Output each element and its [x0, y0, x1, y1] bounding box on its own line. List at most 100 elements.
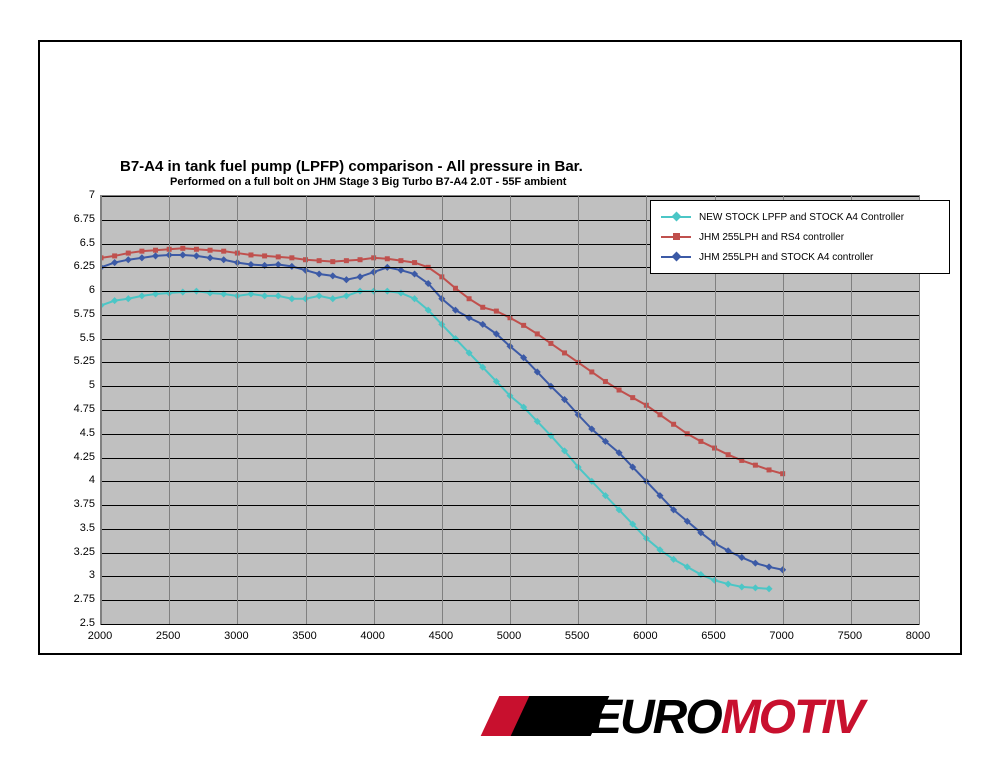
series-marker: [111, 297, 118, 304]
series-marker: [248, 252, 253, 257]
gridline-v: [510, 196, 511, 624]
gridline-v: [646, 196, 647, 624]
series-marker: [767, 467, 772, 472]
y-tick-label: 6.25: [55, 260, 95, 272]
y-tick-label: 4: [55, 474, 95, 486]
series-line: [101, 291, 769, 589]
x-tick-label: 6500: [701, 630, 725, 642]
legend-item-0: NEW STOCK LPFP and STOCK A4 Controller: [661, 207, 939, 227]
y-tick-label: 6.5: [55, 237, 95, 249]
series-marker: [521, 323, 526, 328]
series-marker: [343, 292, 350, 299]
series-marker: [671, 422, 676, 427]
series-marker: [317, 258, 322, 263]
chart-subtitle: Performed on a full bolt on JHM Stage 3 …: [170, 176, 566, 188]
series-marker: [398, 258, 403, 263]
series-marker: [467, 296, 472, 301]
series-marker: [630, 395, 635, 400]
series-marker: [126, 251, 131, 256]
chart-title: B7-A4 in tank fuel pump (LPFP) compariso…: [120, 158, 583, 175]
series-marker: [453, 286, 458, 291]
series-marker: [343, 276, 350, 283]
series-marker: [739, 458, 744, 463]
y-tick-label: 3.75: [55, 498, 95, 510]
gridline-v: [578, 196, 579, 624]
series-marker: [726, 452, 731, 457]
y-tick-label: 4.5: [55, 427, 95, 439]
legend-label-0: NEW STOCK LPFP and STOCK A4 Controller: [699, 212, 904, 223]
legend-label-1: JHM 255LPH and RS4 controller: [699, 232, 844, 243]
series-marker: [329, 295, 336, 302]
y-tick-label: 2.75: [55, 593, 95, 605]
x-tick-label: 3500: [292, 630, 316, 642]
series-marker: [152, 252, 159, 259]
series-marker: [725, 581, 732, 588]
y-tick-label: 4.75: [55, 403, 95, 415]
series-marker: [765, 585, 772, 592]
legend-item-1: JHM 255LPH and RS4 controller: [661, 227, 939, 247]
logo: EUROMOTIV: [490, 690, 970, 745]
logo-text-black: EURO: [590, 691, 721, 744]
y-tick-label: 3: [55, 569, 95, 581]
logo-text: EUROMOTIV: [590, 690, 863, 745]
series-marker: [603, 379, 608, 384]
series-marker: [738, 554, 745, 561]
series-marker: [765, 563, 772, 570]
legend: NEW STOCK LPFP and STOCK A4 Controller J…: [650, 200, 950, 274]
series-marker: [752, 584, 759, 591]
series-marker: [194, 247, 199, 252]
x-tick-label: 7000: [769, 630, 793, 642]
gridline-v: [306, 196, 307, 624]
series-marker: [262, 253, 267, 258]
series-marker: [275, 292, 282, 299]
legend-label-2: JHM 255LPH and STOCK A4 controller: [699, 252, 873, 263]
x-tick-label: 5500: [565, 630, 589, 642]
series-marker: [589, 369, 594, 374]
series-marker: [153, 248, 158, 253]
x-tick-label: 3000: [224, 630, 248, 642]
series-marker: [193, 252, 200, 259]
series-marker: [752, 560, 759, 567]
y-tick-label: 3.5: [55, 522, 95, 534]
series-marker: [180, 246, 185, 251]
y-tick-label: 6.75: [55, 213, 95, 225]
x-tick-label: 8000: [906, 630, 930, 642]
logo-text-red: MOTIV: [721, 691, 863, 744]
y-tick-label: 5.25: [55, 355, 95, 367]
series-marker: [480, 305, 485, 310]
y-tick-label: 3.25: [55, 546, 95, 558]
y-tick-label: 2.5: [55, 617, 95, 629]
gridline-v: [442, 196, 443, 624]
series-marker: [208, 248, 213, 253]
x-tick-label: 2000: [88, 630, 112, 642]
gridline-v: [101, 196, 102, 624]
series-marker: [125, 256, 132, 263]
series-marker: [358, 257, 363, 262]
series-marker: [316, 292, 323, 299]
x-tick-label: 2500: [156, 630, 180, 642]
series-marker: [316, 270, 323, 277]
y-tick-label: 5.75: [55, 308, 95, 320]
series-marker: [138, 292, 145, 299]
series-marker: [753, 463, 758, 468]
x-tick-label: 6000: [633, 630, 657, 642]
series-marker: [207, 254, 214, 261]
series-marker: [412, 260, 417, 265]
series-marker: [535, 331, 540, 336]
series-marker: [138, 254, 145, 261]
series-marker: [112, 253, 117, 258]
gridline-h: [101, 624, 919, 625]
series-marker: [657, 412, 662, 417]
series-marker: [261, 292, 268, 299]
y-tick-label: 5: [55, 379, 95, 391]
x-tick-label: 4500: [429, 630, 453, 642]
legend-swatch-0: [661, 216, 691, 218]
gridline-v: [237, 196, 238, 624]
y-tick-label: 6: [55, 284, 95, 296]
series-marker: [276, 254, 281, 259]
legend-swatch-1: [661, 236, 691, 238]
series-marker: [289, 255, 294, 260]
series-marker: [329, 272, 336, 279]
series-marker: [221, 249, 226, 254]
series-marker: [125, 295, 132, 302]
